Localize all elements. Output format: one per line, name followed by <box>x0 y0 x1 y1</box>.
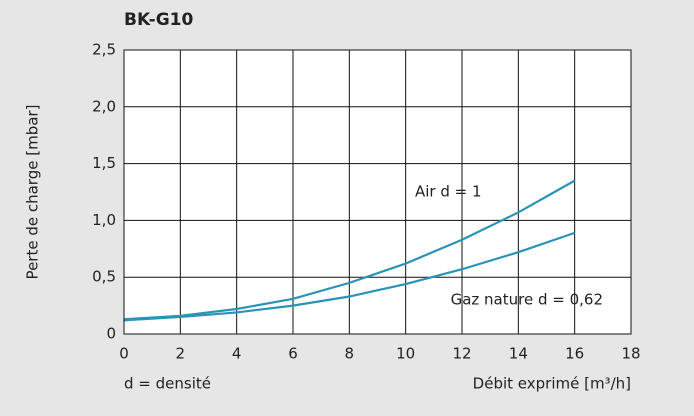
data-line <box>123 179 576 321</box>
x-tick-label: 14 <box>509 345 528 363</box>
series-label: Air d = 1 <box>415 183 482 201</box>
x-tick-label: 6 <box>288 345 298 363</box>
y-tick-label: 1,0 <box>92 211 116 229</box>
series-label: Gaz nature d = 0,62 <box>451 291 603 309</box>
x-tick-label: 10 <box>396 345 415 363</box>
x-tick-label: 2 <box>176 345 186 363</box>
x-tick-label: 12 <box>452 345 471 363</box>
chart-title: BK-G10 <box>124 10 193 30</box>
x-axis-label: Débit exprimé [m³/h] <box>473 375 631 393</box>
note: d = densité <box>124 375 211 393</box>
x-tick-label: 8 <box>345 345 355 363</box>
x-tick-label: 18 <box>621 345 640 363</box>
x-tick-label: 0 <box>119 345 129 363</box>
x-tick-label: 4 <box>232 345 242 363</box>
x-tick-label: 16 <box>565 345 584 363</box>
y-tick-label: 1,5 <box>92 154 116 172</box>
y-tick-label: 0,5 <box>92 268 116 286</box>
y-axis-label: Perte de charge [mbar] <box>24 105 42 280</box>
data-line <box>123 231 576 322</box>
y-tick-label: 2,0 <box>92 97 116 115</box>
y-tick-label: 0 <box>106 325 116 343</box>
plot-area <box>124 50 631 334</box>
plot-frame <box>123 49 632 335</box>
y-tick-label: 2,5 <box>92 41 116 59</box>
